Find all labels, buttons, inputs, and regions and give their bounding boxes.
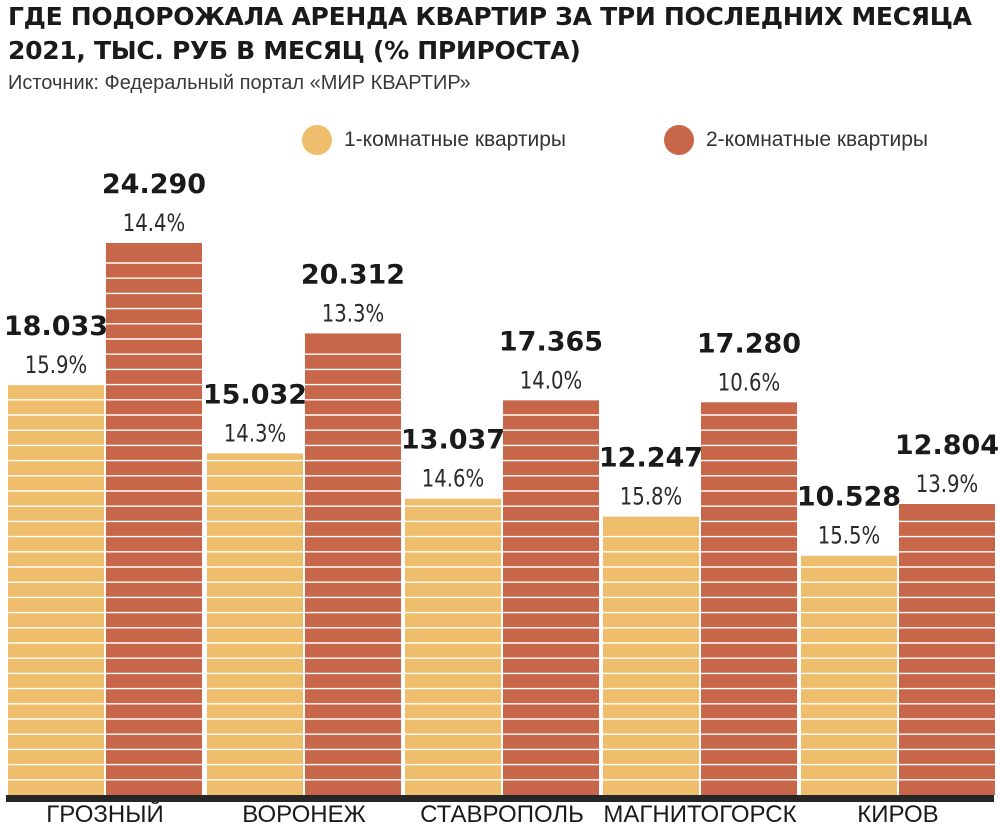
- value-label-two-room: 12.804: [895, 430, 999, 461]
- bar-one-room: [8, 385, 104, 795]
- value-label-two-room: 20.312: [301, 259, 405, 290]
- chart-title: ГДЕ ПОДОРОЖАЛА АРЕНДА КВАРТИР ЗА ТРИ ПОС…: [8, 2, 972, 65]
- category-label: ГРОЗНЫЙ: [46, 800, 163, 827]
- value-label-two-room: 24.290: [102, 169, 206, 200]
- value-label-two-room: 17.280: [697, 328, 801, 359]
- legend-swatch-two-room: [664, 125, 694, 155]
- bar-two-room: [106, 243, 202, 795]
- legend-label-two-room: 2-комнатные квартиры: [706, 128, 928, 151]
- growth-label-one-room: 15.9%: [25, 352, 88, 379]
- bar-two-room: [305, 333, 401, 795]
- growth-label-one-room: 14.6%: [422, 466, 485, 493]
- value-label-one-room: 10.528: [797, 482, 901, 513]
- category-label: СТАВРОПОЛЬ: [420, 801, 584, 827]
- category-label: ВОРОНЕЖ: [242, 801, 366, 827]
- bar-one-room: [801, 555, 897, 795]
- value-label-one-room: 15.032: [203, 379, 307, 410]
- category-label: МАГНИТОГОРСК: [603, 801, 796, 827]
- growth-label-one-room: 15.5%: [818, 523, 881, 550]
- bar-two-room: [899, 504, 995, 795]
- legend-swatch-one-room: [302, 125, 332, 155]
- growth-label-two-room: 10.6%: [718, 370, 781, 397]
- bar-one-room: [207, 453, 303, 795]
- value-label-one-room: 18.033: [4, 311, 108, 342]
- value-label-two-room: 17.365: [499, 326, 603, 357]
- growth-label-two-room: 13.3%: [322, 301, 385, 328]
- growth-label-two-room: 14.0%: [520, 368, 583, 395]
- x-axis-baseline: [6, 795, 994, 802]
- growth-label-two-room: 13.9%: [916, 471, 979, 498]
- growth-label-one-room: 14.3%: [224, 421, 287, 448]
- chart-source: Источник: Федеральный портал «МИР КВАРТИ…: [8, 72, 471, 94]
- bar-one-room: [603, 516, 699, 795]
- bar-one-room: [405, 498, 501, 795]
- legend-label-one-room: 1-комнатные квартиры: [344, 128, 566, 151]
- growth-label-one-room: 15.8%: [620, 484, 683, 511]
- growth-label-two-room: 14.4%: [123, 210, 186, 237]
- value-label-one-room: 12.247: [599, 443, 703, 474]
- legend-item-one-room: 1-комнатные квартиры: [302, 125, 566, 155]
- legend-item-two-room: 2-комнатные квартиры: [664, 125, 928, 155]
- value-label-one-room: 13.037: [401, 425, 505, 456]
- bar-two-room: [701, 402, 797, 795]
- category-label: КИРОВ: [857, 801, 938, 827]
